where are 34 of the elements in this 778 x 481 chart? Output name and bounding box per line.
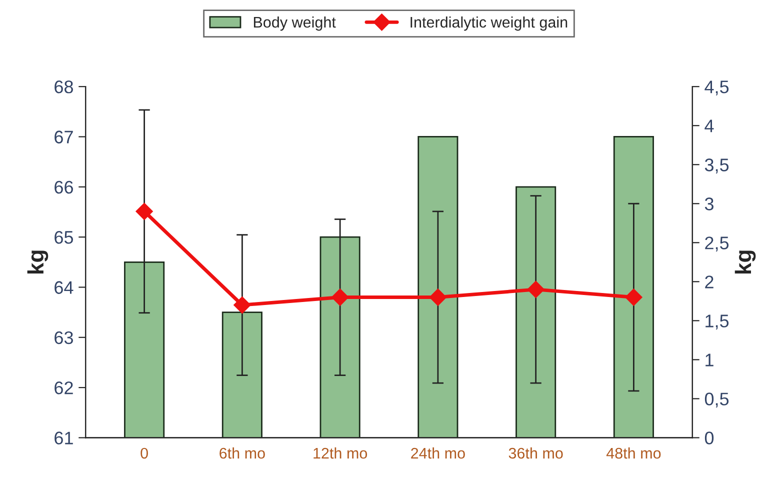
point bbox=[527, 280, 544, 298]
y2-tick-label: 4,5 bbox=[704, 80, 729, 96]
x-tick-label: 36th mo bbox=[508, 447, 563, 459]
y-axis-title: kg bbox=[27, 250, 48, 274]
y-tick-label: 67 bbox=[54, 130, 73, 144]
y2-tick-label: 4 bbox=[704, 120, 714, 132]
y2-tick-label: 0 bbox=[704, 432, 714, 444]
y2-tick-label: 3 bbox=[704, 198, 714, 210]
x-tick-label: 0 bbox=[140, 448, 148, 459]
y2-tick-label: 0,5 bbox=[704, 392, 729, 408]
x-tick-label: 48th mo bbox=[606, 447, 661, 459]
legend-label: Interdialytic weight gain bbox=[410, 16, 568, 31]
legend-label: Body weight bbox=[254, 16, 336, 31]
y2-tick-label: 3,5 bbox=[704, 158, 729, 174]
y2-tick-label: 2 bbox=[705, 276, 714, 288]
x-tick-label: 6th mo bbox=[220, 447, 265, 459]
y-tick-label: 68 bbox=[54, 80, 73, 94]
x-tick-label: 12th mo bbox=[314, 447, 368, 459]
y-tick-label: 62 bbox=[54, 381, 73, 394]
point bbox=[136, 202, 153, 220]
y2-axis-title: kg bbox=[734, 250, 756, 274]
y2-tick-label: 1 bbox=[706, 354, 714, 366]
point bbox=[234, 296, 251, 314]
point bbox=[429, 288, 446, 306]
y2-tick-label: 2,5 bbox=[705, 236, 729, 252]
y-tick-label: 63 bbox=[54, 331, 73, 344]
y-tick-label: 66 bbox=[54, 180, 73, 194]
point bbox=[625, 288, 642, 306]
point bbox=[332, 288, 349, 306]
y2-tick-label: 1,5 bbox=[706, 314, 729, 330]
y-tick-label: 65 bbox=[54, 231, 74, 244]
x-tick-label: 24th mo bbox=[411, 447, 465, 459]
y-tick-label: 64 bbox=[54, 281, 74, 294]
y-tick-label: 61 bbox=[54, 432, 73, 444]
